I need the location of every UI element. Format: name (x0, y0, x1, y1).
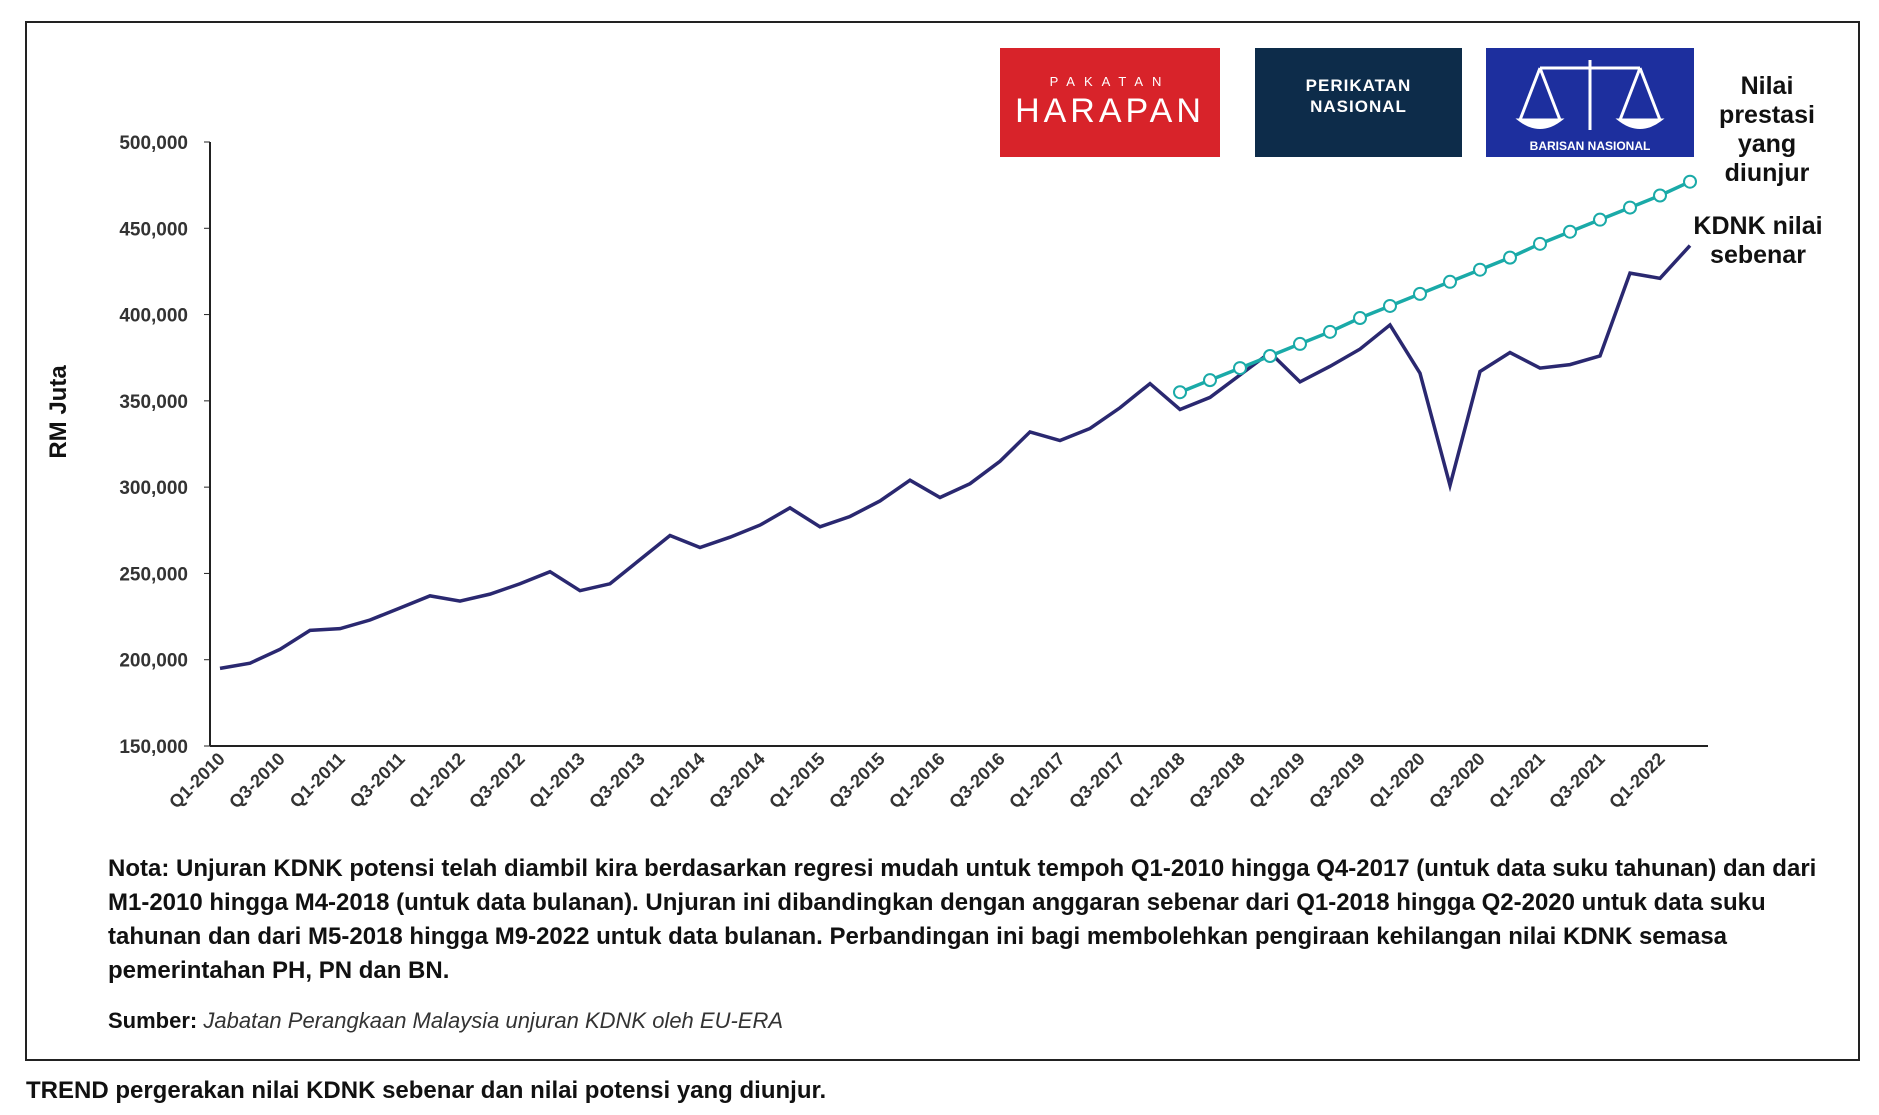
projected-annotation: Nilai prestasi yang diunjur (1719, 72, 1815, 187)
source-label: Sumber: (108, 1008, 198, 1033)
x-tick-label: Q3-2013 (585, 749, 649, 813)
x-tick-label: Q1-2019 (1245, 749, 1309, 813)
x-tick-label: Q3-2011 (346, 749, 409, 812)
bn-logo-text: BARISAN NASIONAL (1530, 139, 1651, 153)
source: Sumber: Jabatan Perangkaan Malaysia unju… (108, 1008, 783, 1034)
source-text: Jabatan Perangkaan Malaysia unjuran KDNK… (203, 1008, 784, 1033)
point-marker (1293, 336, 1307, 351)
x-tick-label: Q1-2012 (405, 749, 469, 813)
point-marker (1233, 361, 1247, 376)
y-tick-label: 250,000 (119, 564, 188, 585)
note: Nota: Unjuran KDNK potensi telah diambil… (108, 855, 1817, 984)
frame (25, 21, 1860, 1061)
point-marker (1593, 212, 1607, 227)
pn-logo-text: PERIKATAN NASIONAL (1305, 76, 1412, 116)
x-tick-label: Q1-2014 (645, 749, 709, 813)
bn-scale-icon (1515, 60, 1665, 130)
ph-logo-main: HARAPAN (1015, 92, 1205, 130)
ph-logo (1000, 48, 1220, 157)
x-tick-label: Q3-2010 (225, 749, 289, 813)
caption: TREND pergerakan nilai KDNK sebenar dan … (26, 1077, 827, 1104)
y-tick-label: 150,000 (119, 737, 188, 758)
x-tick-label: Q1-2017 (1005, 749, 1069, 813)
point-marker (1383, 298, 1397, 313)
pn-logo (1255, 48, 1462, 157)
y-tick-label: 300,000 (119, 478, 188, 499)
x-tick-label: Q1-2016 (885, 749, 949, 813)
point-marker (1443, 274, 1457, 289)
series-line (1179, 180, 1691, 394)
x-tick-label: Q3-2014 (705, 749, 769, 813)
x-tick-label: Q3-2018 (1185, 749, 1249, 813)
x-tick-label: Q1-2022 (1605, 749, 1669, 813)
point-marker (1353, 311, 1367, 326)
point-marker (1623, 200, 1637, 215)
x-tick-label: Q1-2021 (1485, 749, 1549, 813)
x-tick-label: Q1-2018 (1125, 749, 1189, 813)
x-tick-label: Q3-2017 (1065, 749, 1129, 813)
x-tick-label: Q3-2019 (1305, 749, 1369, 813)
point-marker (1503, 250, 1517, 265)
point-marker (1173, 385, 1187, 400)
x-tick-label: Q1-2011 (286, 749, 349, 812)
x-tick-label: Q1-2013 (525, 749, 589, 813)
point-marker (1203, 373, 1217, 388)
y-tick-label: 400,000 (119, 306, 188, 327)
x-tick-label: Q3-2012 (465, 749, 529, 813)
x-tick-label: Q1-2010 (165, 749, 229, 813)
y-tick-label: 350,000 (119, 392, 188, 413)
point-marker (1563, 224, 1577, 239)
point-marker (1683, 174, 1697, 189)
point-marker (1473, 262, 1487, 277)
x-tick-label: Q1-2020 (1365, 749, 1429, 813)
point-marker (1653, 188, 1667, 203)
series-line (219, 244, 1692, 671)
x-tick-label: Q1-2015 (765, 749, 829, 813)
x-tick-label: Q3-2016 (945, 749, 1009, 813)
point-marker (1263, 348, 1277, 363)
x-tick-label: Q3-2015 (825, 749, 889, 813)
y-tick-label: 450,000 (119, 219, 188, 240)
x-tick-label: Q3-2020 (1425, 749, 1489, 813)
actual-annotation: KDNK nilai sebenar (1693, 212, 1823, 269)
point-marker (1323, 324, 1337, 339)
y-tick-label: 200,000 (119, 651, 188, 672)
ph-logo-top: PAKATAN (1050, 74, 1171, 89)
y-axis-label: RM Juta (45, 365, 72, 459)
x-tick-label: Q3-2021 (1545, 749, 1609, 813)
point-marker (1533, 236, 1547, 251)
point-marker (1413, 286, 1427, 301)
pn-logo-box: PERIKATAN NASIONAL (1305, 76, 1412, 116)
y-tick-label: 500,000 (119, 133, 188, 154)
